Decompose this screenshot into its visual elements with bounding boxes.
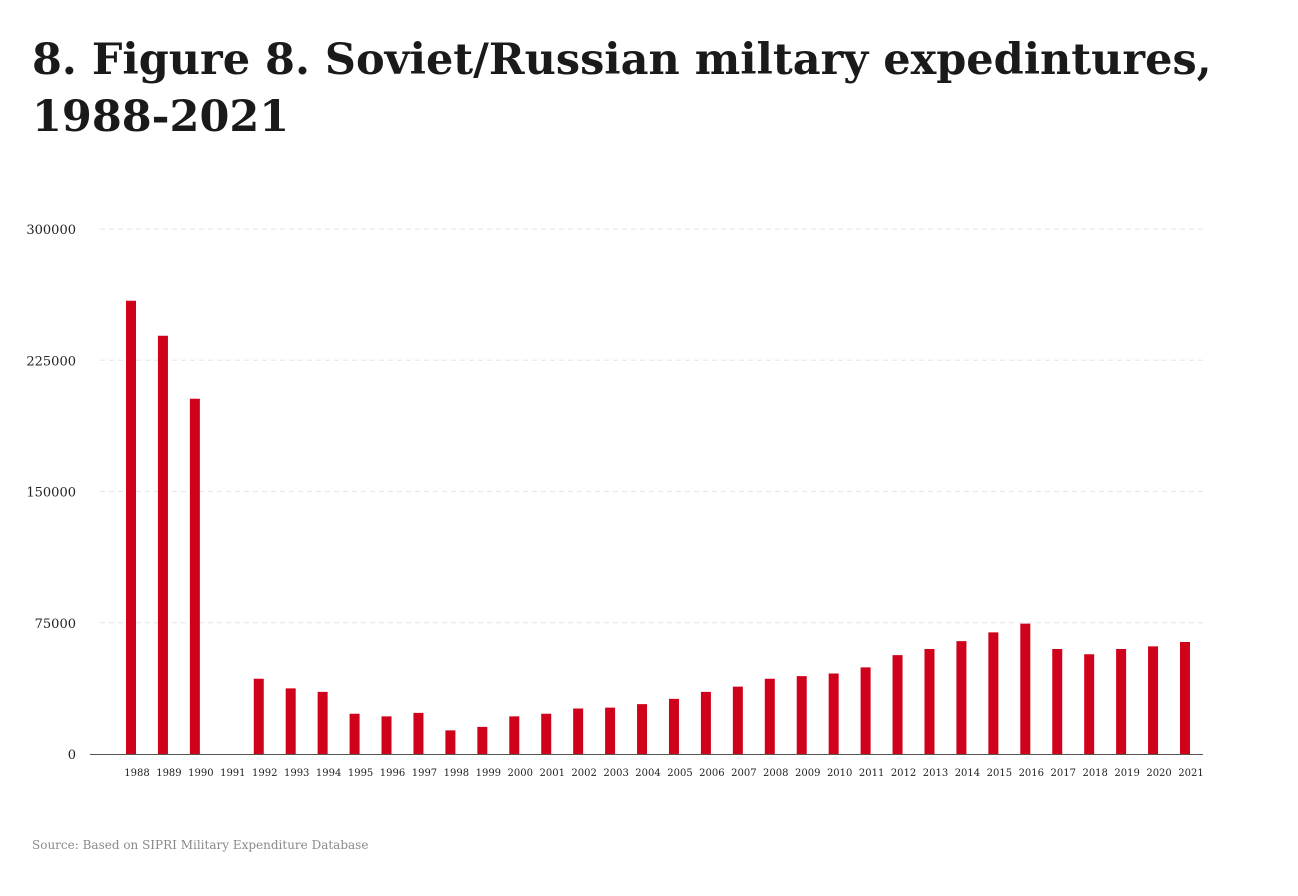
x-tick-label: 1994 [316, 768, 341, 779]
x-tick-label: 1998 [444, 768, 469, 779]
bar-2005 [668, 698, 679, 754]
bar-1989 [157, 335, 168, 754]
bar-chart: 0 75000 150000 225000 300000 1988 1989 1990 199… [26, 223, 1203, 779]
bar-1997 [413, 712, 424, 754]
x-tick-label: 2015 [987, 768, 1012, 779]
bar-2014 [956, 641, 967, 754]
bar-2017 [1052, 649, 1063, 754]
bar-2009 [796, 676, 807, 754]
source-note: Source: Based on SIPRI Military Expendit… [32, 838, 369, 852]
x-tick-label: 2007 [731, 768, 756, 779]
x-tick-label: 2004 [635, 768, 660, 779]
y-axis-ticks: 0 75000 150000 225000 300000 [26, 223, 76, 763]
x-tick-label: 2009 [795, 768, 820, 779]
x-tick-label: 2018 [1082, 768, 1107, 779]
chart-title: 8. Figure 8. Soviet/Russian miltary expe… [32, 35, 1212, 142]
bar-2019 [1116, 649, 1127, 754]
bar-2018 [1084, 654, 1095, 754]
x-tick-label: 1989 [156, 768, 181, 779]
x-tick-label: 2017 [1051, 768, 1076, 779]
x-tick-label: 2020 [1146, 768, 1171, 779]
x-tick-label: 2016 [1019, 768, 1044, 779]
x-tick-label: 2012 [891, 768, 916, 779]
bar-2002 [573, 708, 584, 754]
x-tick-label: 2000 [508, 768, 533, 779]
bar-1998 [445, 730, 456, 754]
bar-1993 [285, 688, 296, 754]
x-tick-label: 2008 [763, 768, 788, 779]
bar-2003 [605, 707, 616, 754]
y-tick-label: 225000 [26, 354, 76, 369]
bar-2004 [637, 704, 648, 754]
x-tick-label: 2014 [955, 768, 980, 779]
x-tick-label: 2003 [603, 768, 628, 779]
x-tick-label: 1992 [252, 768, 277, 779]
x-tick-label: 1993 [284, 768, 309, 779]
bar-1992 [253, 678, 264, 754]
bar-2010 [828, 673, 839, 754]
y-tick-label: 150000 [26, 486, 76, 501]
x-tick-label: 1999 [476, 768, 501, 779]
bar-1995 [349, 713, 360, 754]
x-tick-label: 2002 [571, 768, 596, 779]
bar-2021 [1180, 642, 1190, 754]
x-tick-label: 2021 [1178, 768, 1203, 779]
bar-2000 [509, 716, 520, 754]
bar-2013 [924, 649, 935, 754]
y-tick-label: 300000 [26, 223, 76, 238]
bar-1994 [317, 691, 328, 754]
x-tick-label: 1996 [380, 768, 405, 779]
x-tick-label: 1988 [124, 768, 149, 779]
bar-2020 [1148, 646, 1159, 754]
bar-2001 [541, 713, 552, 754]
bar-2016 [1020, 623, 1031, 754]
bar-1996 [381, 716, 392, 754]
bar-2015 [988, 632, 999, 754]
y-tick-label: 0 [68, 748, 76, 763]
x-tick-label: 2006 [699, 768, 724, 779]
bar-1988 [126, 300, 136, 754]
bar-2007 [732, 686, 743, 754]
gridlines [100, 228, 1203, 624]
x-tick-label: 1990 [188, 768, 213, 779]
x-tick-label: 2019 [1114, 768, 1139, 779]
x-tick-label: 1995 [348, 768, 373, 779]
x-tick-label: 1997 [412, 768, 437, 779]
bar-2006 [700, 691, 711, 754]
bar-2012 [892, 655, 903, 754]
bar-2008 [764, 678, 775, 754]
x-tick-label: 2001 [539, 768, 564, 779]
x-tick-label: 2011 [859, 768, 884, 779]
bars [126, 300, 1190, 754]
bar-2011 [860, 667, 871, 754]
x-tick-label: 2010 [827, 768, 852, 779]
y-tick-label: 75000 [35, 617, 76, 632]
x-tick-label: 1991 [220, 768, 245, 779]
bar-1990 [189, 398, 200, 754]
bar-1999 [477, 726, 488, 754]
x-axis-ticks: 1988 1989 1990 1991 1992 1993 1994 1995 1996 1997… [124, 768, 1203, 779]
x-tick-label: 2013 [923, 768, 948, 779]
x-tick-label: 2005 [667, 768, 692, 779]
